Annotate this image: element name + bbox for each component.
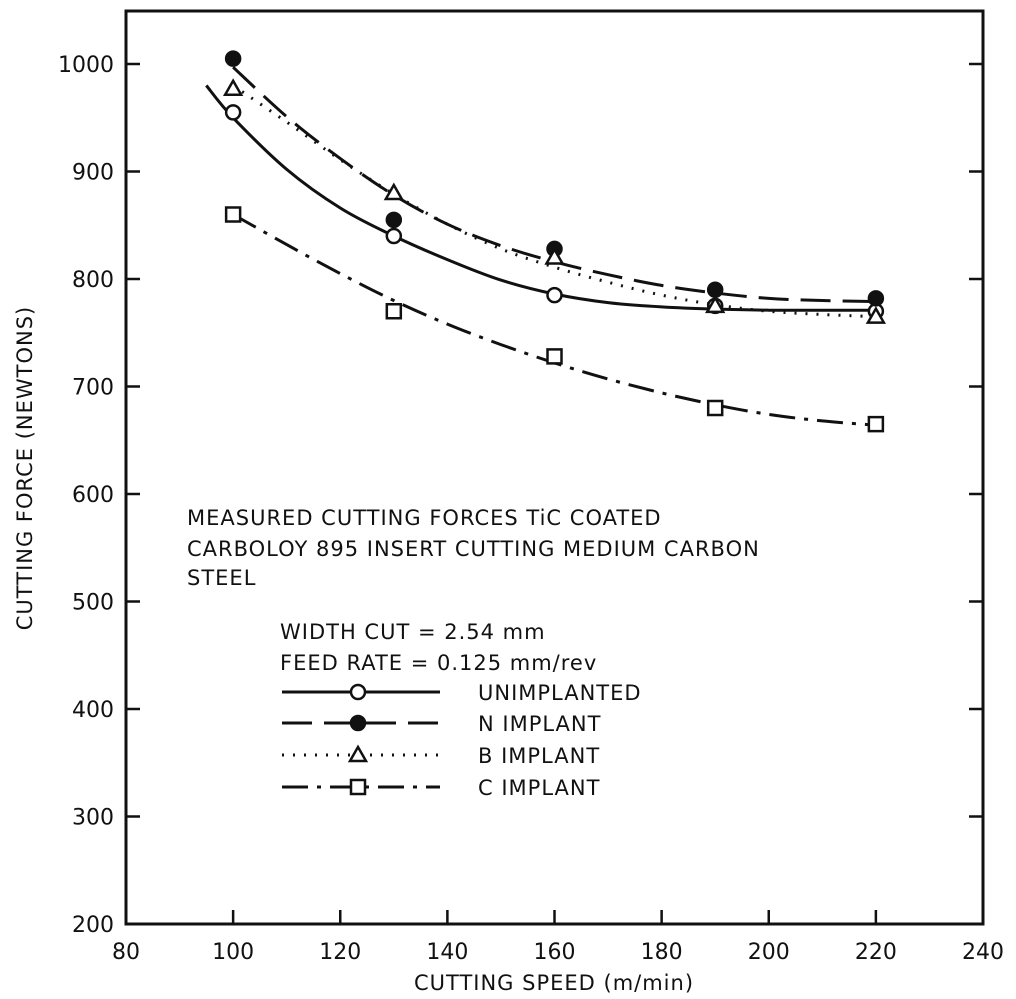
series-line-n-implant <box>232 66 876 304</box>
data-point-unimplanted <box>385 227 403 245</box>
legend-marker-b-implant <box>347 744 369 763</box>
y-tick-label: 900 <box>72 161 114 186</box>
annotation-line-1: MEASURED CUTTING FORCES TiC COATED <box>187 506 662 530</box>
data-point-n-implant <box>867 290 885 307</box>
y-tick-label: 600 <box>72 483 114 508</box>
annotation-line-3: STEEL <box>187 566 256 590</box>
data-point-c-implant <box>546 348 563 365</box>
annotation-line-2: CARBOLOY 895 INSERT CUTTING MEDIUM CARBO… <box>187 537 760 561</box>
data-point-b-implant <box>705 295 726 314</box>
data-point-n-implant <box>706 281 724 298</box>
x-tick-label: 160 <box>534 940 576 965</box>
y-tick-label: 1000 <box>58 53 114 78</box>
x-tick-label: 80 <box>112 940 140 965</box>
condition-feed-rate: FEED RATE = 0.125 mm/rev <box>280 651 597 675</box>
series-line-unimplanted <box>205 84 876 312</box>
legend-marker-unimplanted <box>349 683 367 701</box>
series-layer <box>205 66 877 427</box>
legend-label-unimplanted: UNIMPLANTED <box>478 681 642 705</box>
legend-label-n-implant: N IMPLANT <box>478 712 601 736</box>
data-point-c-implant <box>385 303 403 320</box>
legend-label-c-implant: C IMPLANT <box>478 776 600 800</box>
condition-width-cut: WIDTH CUT = 2.54 mm <box>280 620 546 644</box>
chart-annotation: MEASURED CUTTING FORCES TiC COATED CARBO… <box>187 506 760 590</box>
data-point-n-implant <box>385 211 403 229</box>
x-tick-label: 200 <box>748 940 790 965</box>
x-tick-label: 180 <box>641 940 683 965</box>
data-point-c-implant <box>867 415 885 433</box>
x-tick-label: 140 <box>426 940 468 965</box>
y-ticks: 200 300 400 500 600 700 800 900 1000 <box>58 53 983 938</box>
legend-label-b-implant: B IMPLANT <box>478 744 600 768</box>
y-tick-label: 400 <box>72 698 114 723</box>
data-point-b-implant <box>383 182 404 201</box>
data-point-n-implant <box>224 50 242 67</box>
x-tick-label: 100 <box>212 940 254 965</box>
y-tick-label: 800 <box>72 268 114 293</box>
data-point-b-implant <box>544 246 565 265</box>
x-tick-label: 240 <box>962 940 1004 965</box>
data-point-c-implant <box>706 399 724 417</box>
test-conditions: WIDTH CUT = 2.54 mm FEED RATE = 0.125 mm… <box>280 620 597 675</box>
legend: UNIMPLANTED N IMPLANT B IMPLANT C IMPLANT <box>282 681 642 800</box>
y-tick-label: 200 <box>72 913 114 938</box>
data-point-unimplanted <box>546 286 563 304</box>
x-tick-label: 220 <box>855 940 897 965</box>
data-point-unimplanted <box>224 104 242 121</box>
y-tick-label: 700 <box>72 376 114 401</box>
legend-marker-c-implant <box>349 778 367 796</box>
y-tick-label: 500 <box>72 591 114 616</box>
y-axis-title: CUTTING FORCE (NEWTONS) <box>13 306 37 630</box>
x-axis-title: CUTTING SPEED (m/min) <box>414 971 694 995</box>
data-point-b-implant <box>222 78 244 96</box>
x-ticks: 80 100 120 140 160 180 200 220 240 <box>112 910 1004 965</box>
legend-marker-n-implant <box>349 714 367 732</box>
x-tick-label: 120 <box>319 940 361 965</box>
marker-layer <box>222 50 887 433</box>
data-point-c-implant <box>224 206 242 223</box>
y-tick-label: 300 <box>72 806 114 831</box>
data-point-b-implant <box>865 306 887 324</box>
